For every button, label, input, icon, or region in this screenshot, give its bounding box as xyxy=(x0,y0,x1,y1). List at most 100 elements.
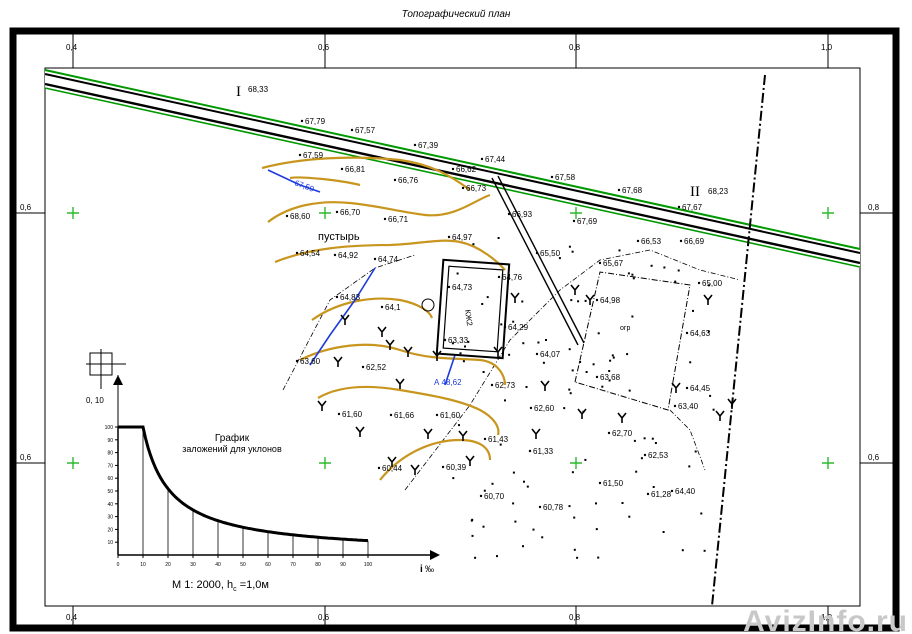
elevation-label: 67,58 xyxy=(555,173,576,182)
shrub-dot xyxy=(491,482,494,485)
elevation-point xyxy=(443,338,447,342)
shrub-dot xyxy=(570,299,573,302)
shrub-dot xyxy=(500,323,503,326)
elevation-point xyxy=(636,239,640,243)
graph-x-tick-label: 40 xyxy=(215,562,221,568)
shrub-dot xyxy=(573,516,576,519)
shrub-dot xyxy=(568,348,571,351)
graph-y-tick-label: 10 xyxy=(107,540,113,546)
tree-symbol xyxy=(395,378,405,389)
elevation-label: 61,43 xyxy=(488,435,509,444)
shrub-dot xyxy=(635,470,638,473)
elevation-label: 63,33 xyxy=(448,336,469,345)
graph-x-tick-label: 80 xyxy=(315,562,321,568)
shrub-dot xyxy=(482,371,485,373)
elevation-label: 68,60 xyxy=(290,212,311,221)
shrub-dot xyxy=(712,408,715,411)
shrub-dot xyxy=(601,385,604,388)
graph-i-axis-label: i xyxy=(420,564,423,575)
shrub-dot xyxy=(643,437,646,440)
graph-y-tick-label: 60 xyxy=(107,476,113,482)
graph-x-tick-label: 20 xyxy=(165,562,171,568)
elevation-point xyxy=(361,365,365,369)
elevation-point xyxy=(483,437,487,441)
elevation-label: 67,57 xyxy=(355,126,376,135)
shrub-dot xyxy=(558,257,561,260)
elevation-label: 62,53 xyxy=(648,451,669,460)
tree-symbol xyxy=(531,428,541,439)
shrub-dot xyxy=(628,389,631,392)
pit-label: А 48,62 xyxy=(434,378,462,387)
graph-x-tick-label: 0 xyxy=(117,562,120,568)
shrub-dot xyxy=(595,528,598,531)
graph-y-tick-label: 70 xyxy=(107,463,113,469)
elevation-point xyxy=(350,128,354,132)
shrub-dot xyxy=(464,345,466,348)
elevation-label: 67,69 xyxy=(577,217,598,226)
elevation-label: 66,62 xyxy=(456,165,477,174)
elevation-point xyxy=(598,261,602,265)
tree-symbol xyxy=(585,294,595,305)
benchmark-i-value: 68,33 xyxy=(248,85,269,94)
graph-i-unit: ‰ xyxy=(425,564,434,574)
shrub-dot xyxy=(456,272,459,275)
shrub-dot xyxy=(571,471,574,474)
elevation-marks: 67,79 67,57 67,59 67,39 67,44 67,58 67,68 67,67… xyxy=(285,117,723,512)
tree-symbol xyxy=(577,408,587,419)
map-title: Топографический план xyxy=(402,8,511,20)
elevation-point xyxy=(685,386,689,390)
shrub-dot xyxy=(470,519,473,522)
elevation-point xyxy=(380,305,384,309)
outer-frame xyxy=(9,27,900,632)
tree-symbol xyxy=(493,346,503,357)
elevation-label: 66,81 xyxy=(345,165,366,174)
shrub-dot xyxy=(584,458,587,461)
tree-symbol xyxy=(317,400,327,411)
elevation-label: 66,69 xyxy=(684,237,705,246)
elevation-label: 66,53 xyxy=(641,237,662,246)
elevation-point xyxy=(595,298,599,302)
shrub-dot xyxy=(703,549,706,552)
contour-lines xyxy=(261,156,507,481)
elevation-point xyxy=(646,492,650,496)
shrub-dot xyxy=(688,465,691,468)
elevation-label: 64,54 xyxy=(300,249,321,258)
elevation-point xyxy=(490,383,494,387)
elevation-label: 64,45 xyxy=(690,384,711,393)
elevation-point xyxy=(503,325,507,329)
shrub-dot xyxy=(585,371,588,373)
shrub-dot xyxy=(621,502,624,504)
elevation-point xyxy=(285,214,289,218)
wall xyxy=(491,175,585,346)
elevation-label: 66,73 xyxy=(466,184,487,193)
tree-symbol xyxy=(617,412,627,423)
elevation-label: 64,97 xyxy=(452,233,473,242)
grid-ticks xyxy=(16,34,893,625)
tree-symbol xyxy=(387,456,397,467)
elevation-label: 66,93 xyxy=(512,210,533,219)
graph-y-tick-label: 80 xyxy=(107,451,113,457)
grid-label-bottom-3: 0,8 xyxy=(569,613,581,622)
elevation-point xyxy=(441,465,445,469)
elevation-label: 65,00 xyxy=(702,279,723,288)
vegetation-symbols xyxy=(317,284,737,475)
graph-x-tick-label: 90 xyxy=(340,562,346,568)
elevation-point xyxy=(461,186,465,190)
power-line xyxy=(711,74,766,607)
shrub-dot xyxy=(640,457,643,460)
tree-symbol xyxy=(671,382,681,393)
elevation-point xyxy=(550,175,554,179)
shrub-dot xyxy=(522,342,525,345)
graph-y-arrow xyxy=(113,375,123,385)
elevation-label: 60,39 xyxy=(446,463,467,472)
elevation-label: 67,59 xyxy=(303,151,324,160)
elevation-label: 67,39 xyxy=(418,141,439,150)
elevation-label: 63,60 xyxy=(300,357,321,366)
elevation-point xyxy=(697,281,701,285)
graph-y-tick-label: 40 xyxy=(107,502,113,508)
shrub-dot xyxy=(568,388,571,391)
elevation-label: 62,70 xyxy=(612,429,633,438)
elevation-point xyxy=(479,494,483,498)
shrub-dot xyxy=(452,477,455,480)
